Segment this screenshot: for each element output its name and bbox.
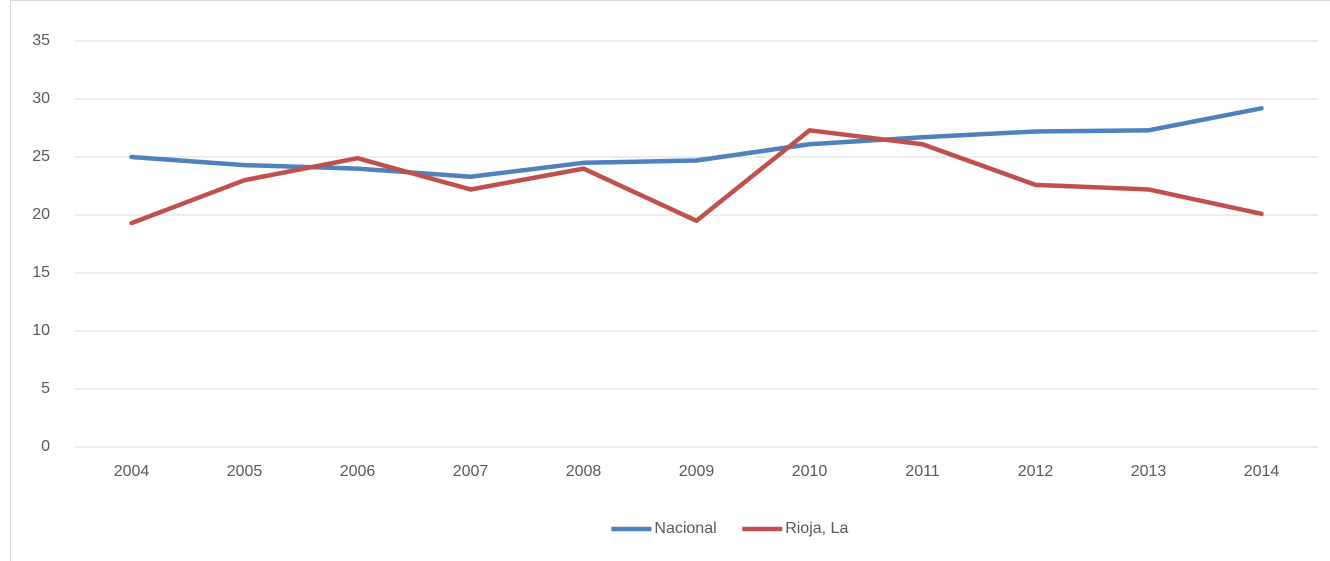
x-tick-label: 2007 [453,463,489,480]
x-tick-label: 2010 [792,463,828,480]
x-tick-label: 2009 [679,463,715,480]
x-tick-label: 2013 [1131,463,1167,480]
y-tick-label: 30 [32,90,50,107]
chart-border [10,0,1330,561]
x-tick-label: 2012 [1018,463,1054,480]
y-tick-label: 35 [32,32,50,49]
x-tick-label: 2004 [114,463,150,480]
x-tick-label: 2014 [1244,463,1280,480]
y-tick-label: 0 [41,438,50,455]
y-tick-label: 25 [32,148,50,165]
x-tick-label: 2006 [340,463,376,480]
y-tick-label: 5 [41,380,50,397]
y-tick-label: 15 [32,264,50,281]
x-tick-label: 2008 [566,463,602,480]
x-tick-label: 2005 [227,463,263,480]
legend-label: Nacional [654,520,716,537]
line-series [129,106,1264,179]
legend-label: Rioja, La [785,520,848,537]
line-series [129,128,1264,226]
y-tick-label: 10 [32,322,50,339]
y-tick-label: 20 [32,206,50,223]
x-tick-label: 2011 [905,463,940,480]
